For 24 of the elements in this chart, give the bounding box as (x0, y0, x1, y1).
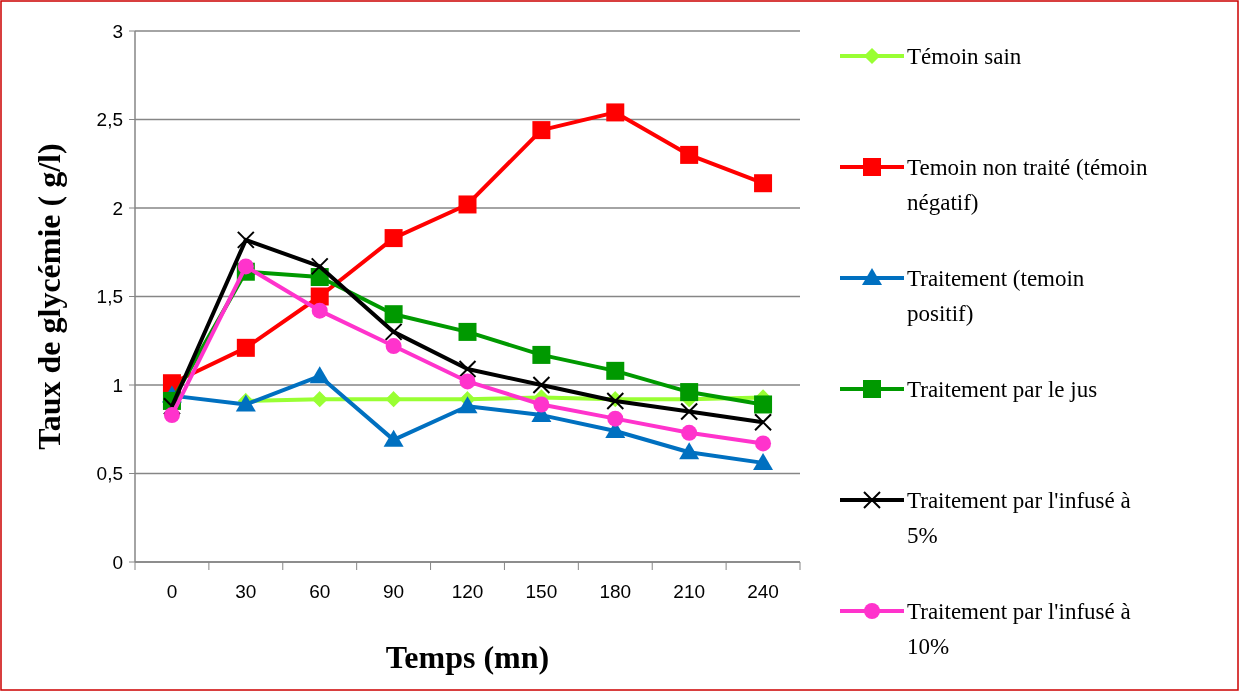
legend-label: Traitement par le jus (907, 377, 1098, 403)
x-tick-label: 30 (235, 581, 257, 602)
x-tick-label: 120 (451, 581, 484, 602)
x-axis-title: Temps (mn) (385, 639, 550, 675)
x-tick-label: 90 (383, 581, 405, 602)
x-tick-label: 210 (673, 581, 706, 602)
y-tick-label: 0,5 (96, 463, 123, 485)
legend-label: Traitement par l'infusé à 10% (907, 599, 1131, 659)
y-tick-label: 3 (112, 20, 123, 42)
y-tick-label: 2,5 (96, 109, 123, 131)
y-tick-label: 1,5 (96, 286, 123, 308)
y-tick-label: 1 (112, 374, 123, 396)
x-tick-label: 0 (166, 581, 178, 602)
legend-label: Traitement par l'infusé à 5% (907, 488, 1131, 548)
x-tick-label: 150 (525, 581, 558, 602)
y-tick-label: 0 (112, 551, 123, 573)
x-tick-label: 180 (599, 581, 632, 602)
y-tick-label: 2 (112, 197, 123, 219)
y-axis-title: Taux de glycémie ( g/l) (31, 143, 67, 450)
x-tick-label: 60 (309, 581, 331, 602)
x-tick-label: 240 (747, 581, 779, 602)
legend-label: Témoin sain (907, 44, 1022, 70)
legend-label: Temoin non traité (témoin négatif) (907, 155, 1148, 215)
legend-label: Traitement (temoin positif) (907, 266, 1085, 326)
